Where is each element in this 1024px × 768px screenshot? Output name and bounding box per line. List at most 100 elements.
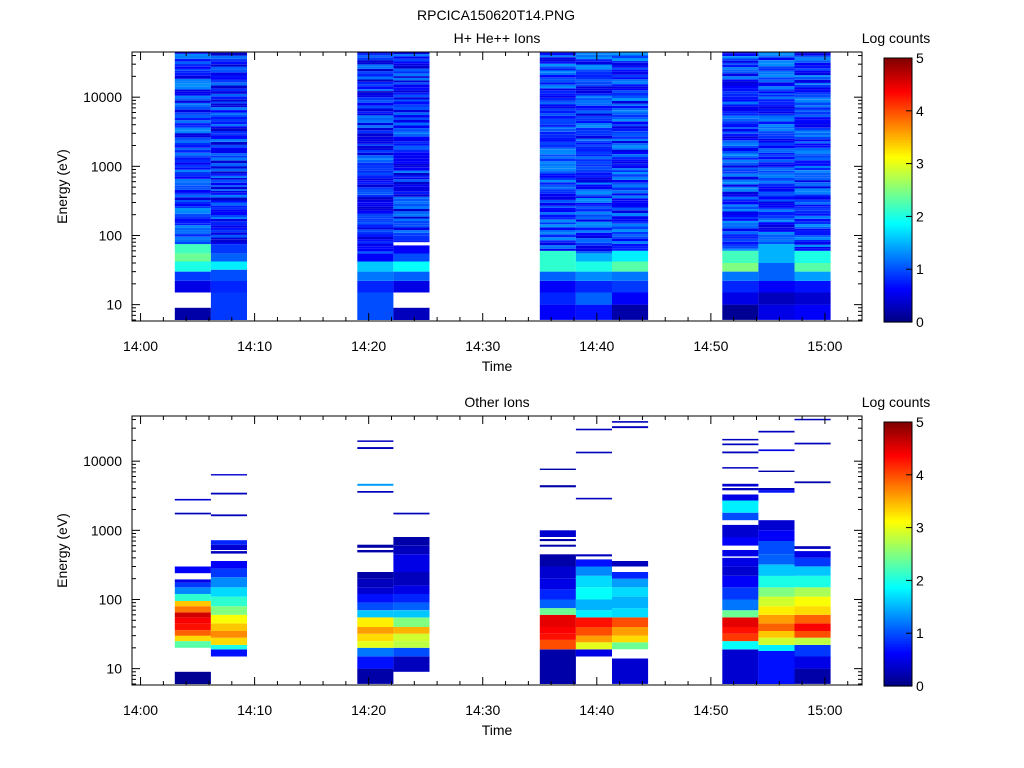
- colorbar-segment: [884, 445, 912, 449]
- heatmap-cell: [539, 205, 576, 208]
- heatmap-cell: [174, 617, 211, 624]
- colorbar-segment: [884, 556, 912, 560]
- colorbar-segment: [884, 635, 912, 640]
- heatmap-cell: [393, 80, 430, 83]
- heatmap-cell: [174, 227, 211, 231]
- colorbar-segment: [884, 649, 912, 653]
- heatmap-cell: [210, 244, 247, 254]
- heatmap-cell: [174, 213, 211, 217]
- heatmap-cell: [575, 57, 612, 60]
- heatmap-cell: [357, 158, 394, 160]
- colorbar-segment: [884, 92, 912, 96]
- heatmap-cell: [758, 631, 795, 638]
- heatmap-cell: [539, 263, 576, 272]
- heatmap-cell: [758, 138, 795, 141]
- heatmap-cell: [794, 202, 831, 205]
- heatmap-cell: [210, 52, 247, 56]
- heatmap-cell: [575, 587, 612, 600]
- heatmap-cell: [393, 196, 430, 199]
- colorbar-segment: [884, 158, 912, 162]
- heatmap-cell: [393, 145, 430, 148]
- heatmap-cell: [357, 668, 394, 684]
- heatmap-cell: [575, 118, 612, 121]
- heatmap-cell: [612, 150, 649, 152]
- heatmap-cell: [794, 79, 831, 83]
- colorbar-segment: [884, 601, 912, 605]
- heatmap-cell: [794, 637, 831, 645]
- heatmap-cell: [612, 243, 649, 247]
- heatmap-cell: [357, 175, 394, 179]
- heatmap-cell: [357, 71, 394, 74]
- heatmap-cell: [210, 176, 247, 178]
- colorbar-segment: [884, 572, 912, 576]
- heatmap-cell: [393, 235, 430, 238]
- colorbar-segment: [884, 680, 912, 684]
- heatmap-cell: [575, 64, 612, 67]
- colorbar-segment: [884, 543, 912, 547]
- heatmap-cell: [722, 204, 759, 207]
- heatmap-cell: [539, 102, 576, 105]
- heatmap-cell: [575, 191, 612, 195]
- heatmap-cell: [794, 204, 831, 207]
- colorbar-segment: [884, 564, 912, 568]
- heatmap-cell: [612, 292, 649, 305]
- heatmap-cell: [722, 263, 759, 272]
- heatmap-cell: [794, 596, 831, 607]
- colorbar-segment: [884, 598, 912, 603]
- colorbar-segment: [884, 269, 912, 273]
- heatmap-cell: [210, 101, 247, 104]
- heatmap-cell: [210, 269, 247, 281]
- heatmap-cell: [357, 100, 394, 103]
- colorbar-tick-label: 3: [916, 156, 924, 172]
- heatmap-cell: [794, 199, 831, 203]
- heatmap-cell: [612, 210, 649, 214]
- heatmap-cell: [612, 143, 649, 146]
- heatmap-cell: [539, 161, 576, 164]
- heatmap-cell: [612, 55, 649, 58]
- colorbar-segment: [884, 253, 912, 257]
- heatmap-cell: [612, 128, 649, 132]
- heatmap-cell: [174, 149, 211, 153]
- heatmap-cell: [539, 122, 576, 125]
- heatmap-cell: [174, 107, 211, 110]
- heatmap-cell: [794, 175, 831, 178]
- heatmap-cell: [722, 649, 759, 684]
- heatmap-cell: [393, 71, 430, 74]
- colorbar-segment: [884, 532, 912, 537]
- colorbar-segment: [884, 121, 912, 125]
- colorbar-tick-label: 0: [916, 678, 924, 694]
- colorbar-segment: [884, 453, 912, 457]
- colorbar-segment: [884, 116, 912, 120]
- heatmap-cell: [794, 481, 831, 484]
- heatmap-cell: [539, 95, 576, 98]
- colorbar-segment: [884, 256, 912, 260]
- heatmap-cell: [357, 95, 394, 98]
- heatmap-cell: [174, 157, 211, 160]
- heatmap-cell: [612, 52, 649, 54]
- heatmap-cell: [393, 214, 430, 217]
- heatmap-cell: [575, 90, 612, 94]
- heatmap-cell: [357, 105, 394, 109]
- heatmap-cell: [393, 122, 430, 126]
- heatmap-cell: [539, 88, 576, 91]
- colorbar-segment: [884, 614, 912, 618]
- heatmap-cell: [174, 73, 211, 76]
- colorbar-segment: [884, 197, 912, 202]
- heatmap-cell: [539, 599, 576, 609]
- heatmap-cell: [210, 96, 247, 100]
- heatmap-cell: [174, 181, 211, 183]
- colorbar-segment: [884, 71, 912, 75]
- heatmap-cell: [722, 236, 759, 239]
- heatmap-cell: [612, 184, 649, 188]
- heatmap-cell: [575, 52, 612, 55]
- heatmap-cell: [794, 139, 831, 142]
- heatmap-cell: [210, 157, 247, 161]
- heatmap-cell: [210, 202, 247, 206]
- time-bin-column: [539, 52, 576, 320]
- heatmap-cell: [794, 246, 831, 249]
- heatmap-cell: [575, 194, 612, 197]
- time-bin-column: [612, 421, 649, 684]
- heatmap-cell: [722, 617, 759, 627]
- heatmap-cell: [210, 209, 247, 212]
